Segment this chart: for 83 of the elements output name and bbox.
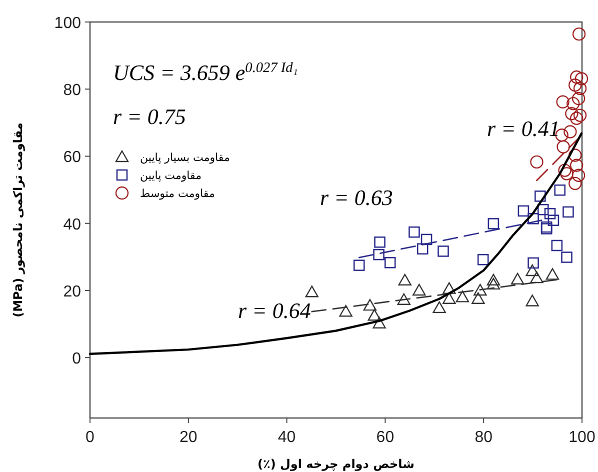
point — [560, 167, 574, 180]
point — [456, 290, 470, 302]
point — [568, 148, 582, 162]
legend-label: مقاومت بسیار پایین — [140, 151, 230, 164]
point — [416, 243, 428, 255]
point — [432, 301, 446, 314]
point — [570, 158, 584, 172]
annotation: UCS = 3.659 e$^{0.027 Id₁}$ — [113, 60, 298, 85]
point — [526, 294, 539, 306]
point — [548, 214, 560, 226]
point — [442, 282, 456, 294]
point — [488, 218, 500, 230]
point — [486, 278, 500, 290]
point — [573, 108, 587, 122]
point — [442, 292, 456, 304]
annotation: r = 0.75 — [113, 104, 186, 129]
x-tick-label: 20 — [180, 429, 198, 446]
point — [566, 96, 580, 110]
point — [477, 254, 489, 266]
point — [438, 246, 449, 257]
x-tick-label: 80 — [474, 429, 493, 446]
x-tick-label: 100 — [568, 429, 596, 446]
x-axis-title: شاخص دوام چرخه اول (٪) — [258, 457, 414, 471]
point — [534, 190, 546, 202]
point — [537, 204, 549, 216]
point — [561, 252, 572, 263]
y-tick-label: 100 — [54, 15, 82, 32]
point — [374, 236, 386, 248]
legend-label: مقاومت پایین — [140, 169, 202, 182]
annotation: r = 0.63 — [320, 185, 393, 210]
point — [530, 155, 544, 169]
point — [558, 164, 572, 177]
point — [486, 274, 500, 286]
point — [573, 82, 587, 96]
x-tick-label: 60 — [376, 429, 394, 446]
point — [412, 284, 426, 296]
point — [572, 27, 586, 41]
point — [353, 260, 365, 271]
point — [568, 176, 582, 190]
point — [397, 293, 410, 305]
x-tick-label: 0 — [86, 429, 95, 446]
y-tick-label: 80 — [63, 82, 82, 100]
point — [420, 234, 432, 246]
point — [572, 92, 586, 106]
point — [305, 286, 318, 298]
point — [572, 168, 586, 182]
y-axis-title: مقاومت تراکمی نامحصور (MPa) — [11, 122, 25, 318]
point — [474, 284, 487, 296]
point — [570, 112, 584, 125]
point — [574, 72, 588, 86]
point — [372, 316, 386, 328]
point — [554, 184, 566, 196]
point — [518, 205, 530, 217]
annotation: r = 0.41 — [487, 116, 560, 141]
legend-label: مقاومت متوسط — [140, 187, 215, 200]
y-tick-label: 0 — [72, 350, 82, 368]
point — [363, 298, 377, 311]
annotation: r = 0.64 — [238, 298, 311, 323]
y-tick-label: 20 — [63, 283, 82, 300]
x-tick-label: 40 — [278, 429, 296, 446]
point — [556, 95, 570, 108]
point — [510, 272, 524, 284]
point — [339, 305, 352, 317]
point — [544, 208, 556, 220]
point — [526, 264, 539, 276]
point — [472, 292, 485, 304]
point — [530, 271, 544, 284]
y-tick-label: 40 — [63, 216, 82, 234]
point — [551, 240, 563, 252]
y-tick-label: 60 — [63, 149, 82, 166]
point — [408, 226, 420, 238]
point — [570, 70, 584, 84]
point — [384, 256, 396, 268]
point — [373, 248, 384, 260]
point — [546, 268, 560, 280]
point — [556, 140, 570, 154]
point — [564, 125, 577, 138]
point — [368, 309, 381, 321]
point — [568, 78, 582, 92]
point — [562, 206, 574, 218]
point — [565, 107, 578, 120]
point — [398, 274, 412, 286]
point — [528, 257, 539, 269]
